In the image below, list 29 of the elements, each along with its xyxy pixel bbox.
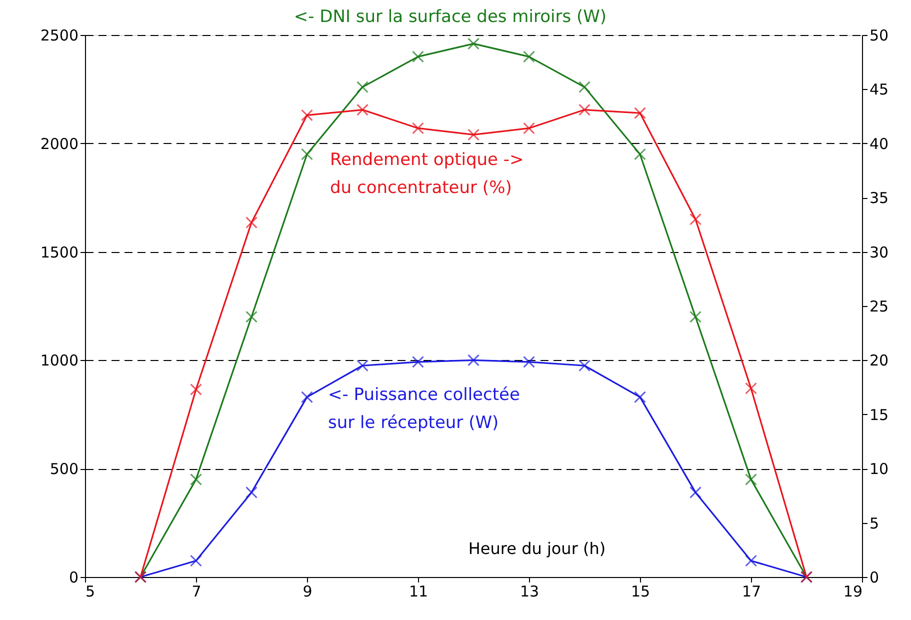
y2-tick-label: 40 (870, 134, 889, 153)
y-tick-label: 2000 (40, 134, 78, 153)
x-tick-label: 7 (192, 582, 202, 600)
x-tick-label: 13 (520, 582, 540, 600)
y2-tick-label: 35 (870, 189, 889, 208)
x-tick-label: 15 (630, 582, 650, 600)
y2-tick-label: 20 (870, 352, 889, 370)
x-tick-label: 19 (843, 582, 862, 600)
y2-tick-label: 0 (870, 568, 880, 586)
x-tick-label: 9 (302, 582, 312, 600)
y2-tick-label: 30 (870, 243, 889, 262)
y-tick-label: 500 (50, 460, 78, 478)
x-tick-label: 17 (742, 582, 762, 600)
y-tick-label: 0 (68, 568, 78, 586)
y-tick-label: 2500 (40, 26, 78, 44)
series-label: <- Puissance collectée sur le récepteur (W) (328, 385, 520, 433)
series-label: <- DNI sur la surface des miroirs (W) (294, 7, 607, 27)
y2-tick-label: 45 (870, 80, 889, 99)
y2-tick-label: 25 (870, 298, 889, 316)
y2-tick-label: 10 (870, 460, 889, 478)
y-tick-label: 1000 (40, 352, 78, 370)
y2-tick-label: 15 (870, 406, 889, 424)
x-tick-label: 5 (86, 582, 96, 600)
y-tick-label: 1500 (40, 243, 78, 262)
y2-tick-label: 50 (870, 26, 889, 44)
x-axis-title: Heure du jour (h) (468, 539, 606, 558)
series-label: Rendement optique -> du concentrateur (%) (330, 150, 524, 198)
x-tick-label: 11 (408, 582, 428, 600)
y2-tick-label: 5 (870, 514, 880, 532)
